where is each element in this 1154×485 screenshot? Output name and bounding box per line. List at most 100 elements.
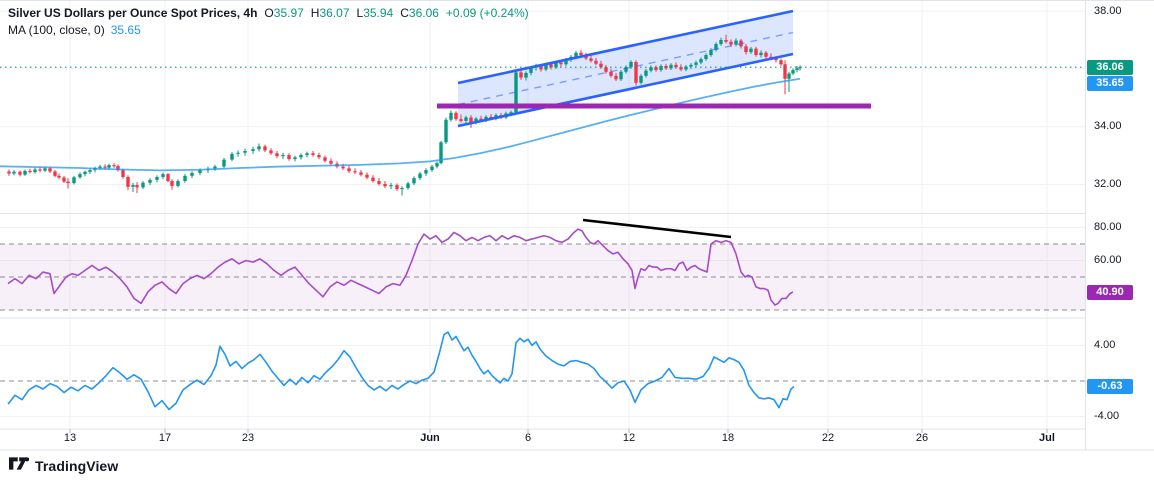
candle-body [161, 174, 165, 177]
candle-body [684, 66, 688, 70]
time-axis-label[interactable]: 6 [524, 432, 532, 444]
candle-body [43, 168, 47, 171]
candle-body [549, 64, 553, 68]
candle-body [679, 67, 683, 70]
candle-body [418, 173, 422, 179]
candle-body [454, 112, 458, 120]
price-axis-label[interactable]: 80.00 [1094, 221, 1122, 233]
candle-body [359, 172, 363, 175]
candle-body [166, 174, 170, 182]
tradingview-logo[interactable]: TradingView [9, 457, 118, 474]
candle-body [783, 64, 787, 79]
candle-body [514, 72, 518, 113]
candle-body [62, 177, 66, 182]
candle-body [155, 176, 159, 180]
candle-body [435, 163, 439, 167]
candle-body [654, 67, 658, 71]
candle-body [674, 64, 678, 68]
candle-body [88, 170, 92, 172]
time-axis-label[interactable]: 26 [915, 432, 929, 444]
candle-body [66, 181, 70, 184]
price-badge-4090: 40.90 [1087, 284, 1133, 300]
time-axis-label[interactable]: 23 [241, 432, 255, 444]
time-axis-label[interactable]: 13 [63, 432, 77, 444]
candle-body [33, 169, 37, 173]
time-axis-label[interactable]: 18 [721, 432, 735, 444]
candle-body [317, 155, 321, 158]
candle-body [791, 70, 795, 74]
price-axis-label[interactable]: 4.00 [1094, 338, 1116, 351]
candle-body [251, 149, 255, 151]
time-axis-label[interactable]: Jun [420, 432, 440, 444]
price-badge-063: -0.63 [1087, 379, 1133, 395]
candle-body [341, 166, 345, 169]
candle-body [48, 168, 52, 172]
candle-body [519, 72, 523, 78]
candle-body [564, 59, 568, 65]
candle-body [754, 48, 758, 56]
candle-body [269, 150, 273, 154]
tradingview-logo-text: TradingView [35, 457, 119, 474]
candle-body [236, 152, 240, 154]
candle-body [574, 52, 578, 57]
ma-row[interactable]: MA (100, close, 0) 35.65 [8, 22, 529, 39]
price-axis-label[interactable]: 60.00 [1094, 254, 1122, 266]
time-axis-label[interactable]: 22 [821, 432, 835, 444]
candle-body [126, 176, 130, 187]
channel-lower-line[interactable] [457, 52, 794, 128]
candle-body [714, 44, 718, 50]
open-value: 35.97 [273, 6, 304, 20]
channel-upper-line[interactable] [457, 9, 794, 85]
ohlc-low: L35.94 [357, 6, 394, 20]
rsi-divergence-trendline[interactable] [582, 218, 732, 239]
candle-body [72, 177, 76, 184]
candle-body [112, 165, 116, 167]
price-axis-label[interactable]: 32.00 [1094, 178, 1122, 190]
chart-legend[interactable]: Silver US Dollars per Ounce Spot Prices,… [8, 5, 529, 39]
candle-body [299, 155, 303, 158]
candle-body [389, 185, 393, 187]
candle-body [559, 62, 563, 65]
price-axis-label[interactable]: -4.00 [1094, 410, 1120, 423]
candle-body [749, 48, 753, 53]
candle-body [23, 170, 27, 175]
price-axis-label[interactable]: 34.00 [1094, 120, 1122, 133]
candle-body [243, 150, 247, 153]
candle-body [38, 169, 42, 171]
candle-body [78, 174, 82, 178]
candle-body [412, 178, 416, 184]
ohlc-high: H36.07 [311, 6, 350, 20]
candle-body [694, 62, 698, 65]
candle-body [116, 166, 120, 171]
time-axis-label[interactable]: 17 [158, 432, 172, 444]
price-badge-3606: 36.06 [1087, 59, 1133, 75]
candle-body [554, 62, 558, 68]
candle-body [347, 168, 351, 172]
low-value: 35.94 [363, 6, 394, 20]
time-axis-label[interactable]: 12 [622, 432, 636, 444]
candle-body [634, 61, 638, 83]
candle-body [190, 172, 194, 176]
candle-body [424, 170, 428, 174]
price-axis-label[interactable]: 38.00 [1094, 4, 1122, 17]
ma-indicator-value: 35.65 [110, 23, 141, 37]
close-value: 36.06 [408, 6, 439, 20]
candle-body [7, 171, 11, 174]
candle-body [395, 185, 399, 190]
channel-mid-line[interactable] [457, 31, 794, 106]
candle-body [479, 118, 483, 121]
candle-body [135, 185, 139, 188]
candle-body [604, 67, 608, 72]
candle-body [624, 67, 628, 72]
time-axis-label[interactable]: Jul [1039, 432, 1055, 444]
candle-body [148, 179, 152, 183]
candle-body [779, 60, 783, 65]
candle-body [649, 67, 653, 71]
candle-body [444, 119, 448, 143]
candle-body [639, 75, 643, 83]
ma-100-line[interactable] [0, 77, 801, 172]
candle-body [103, 166, 107, 168]
candle-body [365, 174, 369, 178]
